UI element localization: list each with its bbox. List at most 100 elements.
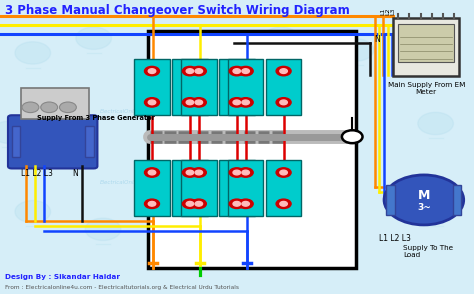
Circle shape [0, 121, 27, 143]
Circle shape [76, 27, 111, 49]
Bar [386, 185, 395, 215]
Text: N: N [375, 35, 381, 44]
Bar [147, 31, 356, 268]
Circle shape [182, 98, 197, 107]
Circle shape [242, 100, 249, 105]
Circle shape [280, 100, 287, 105]
Circle shape [145, 199, 159, 208]
Bar [228, 59, 264, 115]
Circle shape [186, 69, 194, 74]
Circle shape [280, 170, 287, 175]
Bar [172, 59, 208, 115]
Bar [12, 126, 20, 157]
Text: 3~: 3~ [417, 203, 431, 212]
Circle shape [195, 170, 202, 175]
Circle shape [191, 168, 206, 177]
Circle shape [242, 69, 249, 74]
Bar [172, 160, 208, 216]
Text: 3 Phase Manual Changeover Switch Wiring Diagram: 3 Phase Manual Changeover Switch Wiring … [5, 4, 349, 17]
Circle shape [233, 100, 240, 105]
Circle shape [233, 201, 240, 206]
Circle shape [229, 199, 244, 208]
Circle shape [229, 168, 244, 177]
Text: From : Electricalonline4u.com - Electricaltutorials.org & Electrical Urdu Tutori: From : Electricalonline4u.com - Electric… [5, 285, 239, 290]
Circle shape [186, 170, 194, 175]
Text: L1 L2 L3: L1 L2 L3 [379, 234, 411, 243]
FancyBboxPatch shape [8, 115, 98, 168]
Circle shape [15, 42, 51, 64]
Bar [134, 160, 170, 216]
Circle shape [186, 100, 194, 105]
Circle shape [145, 168, 159, 177]
Circle shape [238, 199, 253, 208]
Circle shape [182, 66, 197, 76]
Bar [398, 24, 454, 62]
Bar [228, 160, 264, 216]
Circle shape [145, 66, 159, 76]
Circle shape [418, 27, 454, 49]
Circle shape [191, 98, 206, 107]
Circle shape [384, 175, 464, 225]
Circle shape [238, 66, 253, 76]
Circle shape [145, 98, 159, 107]
Text: ElectricalOnline4u.com: ElectricalOnline4u.com [212, 180, 275, 185]
Circle shape [238, 168, 253, 177]
Bar [181, 59, 217, 115]
Text: Design By : Sikandar Haidar: Design By : Sikandar Haidar [5, 274, 119, 280]
Circle shape [238, 98, 253, 107]
Circle shape [242, 170, 249, 175]
Circle shape [342, 130, 363, 143]
Bar [219, 160, 255, 216]
Circle shape [195, 201, 202, 206]
Bar [266, 59, 301, 115]
Circle shape [195, 100, 202, 105]
Circle shape [418, 112, 454, 135]
Text: Supply From 3 Phase Generator: Supply From 3 Phase Generator [37, 115, 155, 121]
Text: N: N [73, 169, 78, 178]
Bar [219, 59, 255, 115]
Circle shape [182, 199, 197, 208]
Circle shape [229, 98, 244, 107]
Circle shape [276, 199, 291, 208]
Circle shape [233, 69, 240, 74]
Circle shape [418, 201, 454, 223]
Bar [21, 88, 89, 119]
Circle shape [263, 27, 299, 49]
Text: ElectricalOnline4u.com: ElectricalOnline4u.com [100, 109, 163, 114]
Text: L2: L2 [385, 7, 390, 15]
Text: L1 L2 L3: L1 L2 L3 [21, 169, 53, 178]
Circle shape [148, 100, 156, 105]
Circle shape [148, 69, 156, 74]
Bar [181, 160, 217, 216]
Circle shape [41, 102, 58, 113]
Circle shape [195, 69, 202, 74]
Circle shape [22, 102, 39, 113]
Text: L1: L1 [381, 7, 386, 15]
Text: Supply To The
Load: Supply To The Load [403, 245, 453, 258]
Circle shape [186, 201, 194, 206]
Circle shape [276, 168, 291, 177]
Bar [134, 59, 170, 115]
Circle shape [233, 170, 240, 175]
Circle shape [148, 201, 156, 206]
Circle shape [338, 39, 374, 61]
Circle shape [242, 201, 249, 206]
Circle shape [191, 66, 206, 76]
Circle shape [160, 39, 196, 61]
Text: M: M [418, 189, 430, 202]
Circle shape [229, 66, 244, 76]
Circle shape [276, 98, 291, 107]
Circle shape [148, 170, 156, 175]
Bar [266, 160, 301, 216]
Circle shape [217, 218, 252, 240]
Circle shape [276, 66, 291, 76]
Text: ElectricalOnline4u.com: ElectricalOnline4u.com [212, 109, 275, 114]
Circle shape [15, 201, 51, 223]
Text: ElectricalOnline4u.com: ElectricalOnline4u.com [100, 180, 163, 185]
Text: L3: L3 [390, 7, 395, 15]
Circle shape [319, 218, 355, 240]
Circle shape [191, 199, 206, 208]
Text: Main Supply From EM
Meter: Main Supply From EM Meter [388, 82, 465, 95]
Circle shape [182, 168, 197, 177]
Circle shape [280, 201, 287, 206]
